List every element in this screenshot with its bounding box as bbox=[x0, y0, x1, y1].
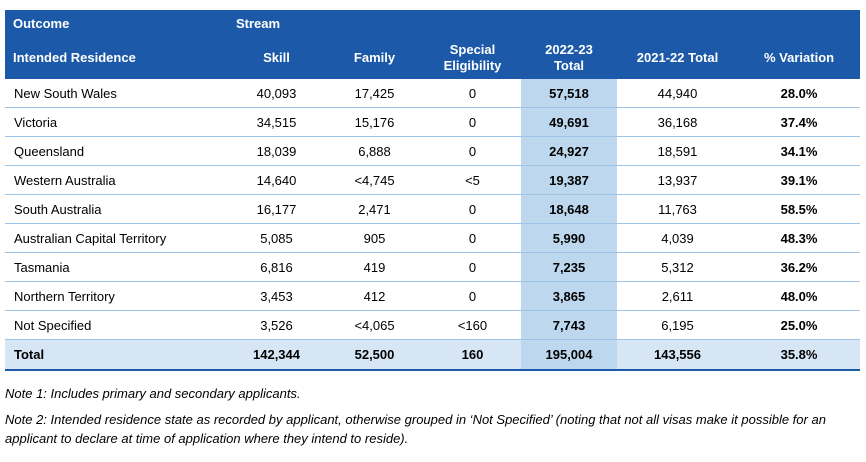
table-cell: 57,518 bbox=[521, 79, 617, 108]
total-cell: 160 bbox=[424, 339, 521, 371]
table-cell: 37.4% bbox=[738, 107, 861, 137]
table-row: South Australia 16,177 2,471 0 18,648 11,763 5… bbox=[5, 194, 861, 224]
table-row: Not Specified 3,526 <4,065 <160 7,743 6,195 25… bbox=[5, 310, 861, 340]
table: Outcome Stream Intended Residence Skill Fa… bbox=[5, 10, 861, 371]
table-cell: 6,888 bbox=[325, 136, 424, 166]
table-cell: Western Australia bbox=[5, 165, 228, 195]
table-cell: 3,865 bbox=[521, 281, 617, 311]
table-row: New South Wales 40,093 17,425 0 57,518 44,940… bbox=[5, 79, 861, 108]
table-cell: 25.0% bbox=[738, 310, 861, 340]
table-cell: Australian Capital Territory bbox=[5, 223, 228, 253]
group-header-row: Outcome Stream bbox=[5, 10, 861, 37]
table-body: New South Wales 40,093 17,425 0 57,518 44,940… bbox=[5, 79, 861, 371]
table-cell: <4,065 bbox=[325, 310, 424, 340]
table-cell: 0 bbox=[424, 194, 521, 224]
table-cell: 14,640 bbox=[228, 165, 325, 195]
table-row: Queensland 18,039 6,888 0 24,927 18,591 34.1% bbox=[5, 136, 861, 166]
table-cell: 44,940 bbox=[617, 79, 738, 108]
table-cell: 0 bbox=[424, 281, 521, 311]
table-cell: 34,515 bbox=[228, 107, 325, 137]
table-cell: 0 bbox=[424, 107, 521, 137]
table-cell: 4,039 bbox=[617, 223, 738, 253]
table-cell: 2,611 bbox=[617, 281, 738, 311]
table-cell: Northern Territory bbox=[5, 281, 228, 311]
table-cell: 48.3% bbox=[738, 223, 861, 253]
total-cell: 195,004 bbox=[521, 339, 617, 371]
table-cell: 7,743 bbox=[521, 310, 617, 340]
total-cell: Total bbox=[5, 339, 228, 371]
notes: Note 1: Includes primary and secondary a… bbox=[5, 384, 855, 455]
table-cell: 5,312 bbox=[617, 252, 738, 282]
column-header: Family bbox=[325, 37, 424, 79]
table-cell: 2,471 bbox=[325, 194, 424, 224]
table-cell: 5,085 bbox=[228, 223, 325, 253]
table-cell: South Australia bbox=[5, 194, 228, 224]
table-cell: 7,235 bbox=[521, 252, 617, 282]
table-row: Australian Capital Territory 5,085 905 0 5,9… bbox=[5, 223, 861, 253]
table-cell: 0 bbox=[424, 252, 521, 282]
table-cell: 48.0% bbox=[738, 281, 861, 311]
table-cell: 905 bbox=[325, 223, 424, 253]
table-row: Western Australia 14,640 <4,745 <5 19,387 13,… bbox=[5, 165, 861, 195]
table-cell: 0 bbox=[424, 136, 521, 166]
table-cell: 49,691 bbox=[521, 107, 617, 137]
table-cell: <5 bbox=[424, 165, 521, 195]
total-cell: 142,344 bbox=[228, 339, 325, 371]
header-cell: Stream bbox=[228, 10, 861, 37]
table-cell: Victoria bbox=[5, 107, 228, 137]
table-cell: 6,816 bbox=[228, 252, 325, 282]
table-cell: 58.5% bbox=[738, 194, 861, 224]
table-cell: 6,195 bbox=[617, 310, 738, 340]
note: Note 1: Includes primary and secondary a… bbox=[5, 386, 301, 401]
table-cell: Not Specified bbox=[5, 310, 228, 340]
column-header: Skill bbox=[228, 37, 325, 79]
column-header: 2021-22 Total bbox=[617, 37, 738, 79]
note: Note 2: Intended residence state as reco… bbox=[5, 412, 826, 446]
table-cell: <160 bbox=[424, 310, 521, 340]
table-cell: 28.0% bbox=[738, 79, 861, 108]
table-cell: 36,168 bbox=[617, 107, 738, 137]
table-container: Outcome Stream Intended Residence Skill Fa… bbox=[5, 10, 861, 371]
table-cell: 17,425 bbox=[325, 79, 424, 108]
total-cell: 35.8% bbox=[738, 339, 861, 371]
table-cell: 16,177 bbox=[228, 194, 325, 224]
table-row: Tasmania 6,816 419 0 7,235 5,312 36.2% bbox=[5, 252, 861, 282]
column-header: 2022-23 Total bbox=[521, 37, 617, 79]
table-cell: 18,648 bbox=[521, 194, 617, 224]
total-cell: 52,500 bbox=[325, 339, 424, 371]
column-header-row: Intended Residence Skill Family Special Eli… bbox=[5, 37, 861, 79]
column-header: Special Eligibility bbox=[424, 37, 521, 79]
table-cell: 11,763 bbox=[617, 194, 738, 224]
column-header: % Variation bbox=[738, 37, 861, 79]
table-cell: Tasmania bbox=[5, 252, 228, 282]
table-cell: 39.1% bbox=[738, 165, 861, 195]
table-cell: 15,176 bbox=[325, 107, 424, 137]
table-cell: 0 bbox=[424, 79, 521, 108]
table-row: Victoria 34,515 15,176 0 49,691 36,168 37.4% bbox=[5, 107, 861, 137]
header-cell: Outcome bbox=[5, 10, 228, 37]
table-cell: 13,937 bbox=[617, 165, 738, 195]
table-cell: 412 bbox=[325, 281, 424, 311]
table-cell: 36.2% bbox=[738, 252, 861, 282]
table-cell: 18,591 bbox=[617, 136, 738, 166]
table-cell: 3,453 bbox=[228, 281, 325, 311]
table-cell: 40,093 bbox=[228, 79, 325, 108]
table-cell: New South Wales bbox=[5, 79, 228, 108]
total-cell: 143,556 bbox=[617, 339, 738, 371]
table-cell: 0 bbox=[424, 223, 521, 253]
table-cell: <4,745 bbox=[325, 165, 424, 195]
table-row: Northern Territory 3,453 412 0 3,865 2,611 48.… bbox=[5, 281, 861, 311]
total-row: Total 142,344 52,500 160 195,004 143,556 35.8% bbox=[5, 339, 861, 371]
table-cell: 18,039 bbox=[228, 136, 325, 166]
table-cell: 3,526 bbox=[228, 310, 325, 340]
table-cell: 5,990 bbox=[521, 223, 617, 253]
table-cell: 34.1% bbox=[738, 136, 861, 166]
table-cell: Queensland bbox=[5, 136, 228, 166]
table-cell: 19,387 bbox=[521, 165, 617, 195]
table-cell: 419 bbox=[325, 252, 424, 282]
table-cell: 24,927 bbox=[521, 136, 617, 166]
column-header: Intended Residence bbox=[5, 37, 228, 79]
